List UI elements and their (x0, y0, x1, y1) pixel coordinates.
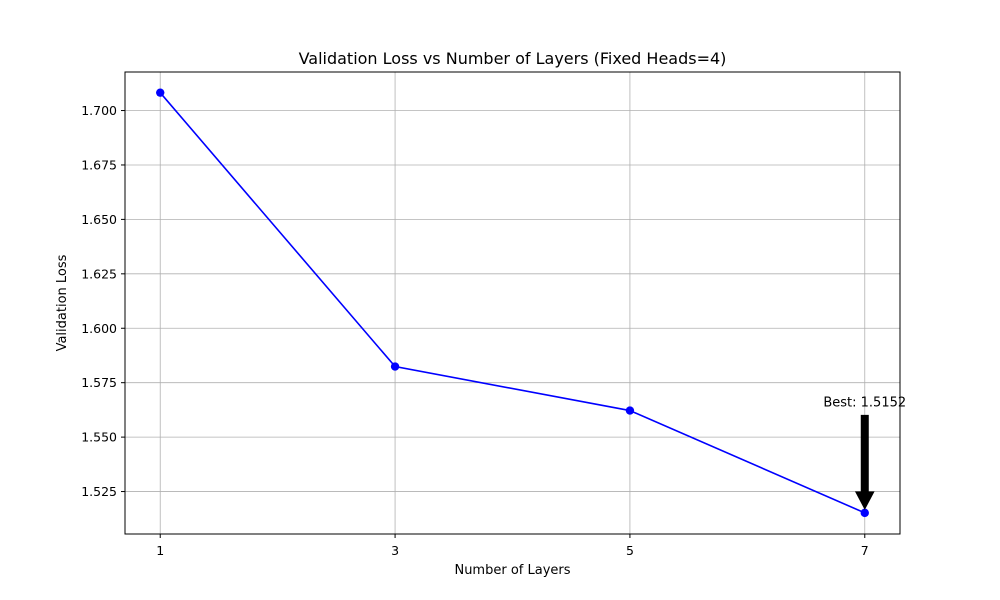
data-point (390, 362, 400, 371)
x-tick-label: 1 (156, 543, 164, 558)
y-axis-label: Validation Loss (55, 254, 70, 351)
data-point (156, 88, 165, 97)
x-tick-label: 3 (391, 543, 399, 558)
x-axis-label: Number of Layers (454, 563, 570, 578)
y-tick-label: 1.650 (81, 212, 117, 227)
axis-ticks: 1 3 5 7 1.525 1.550 1.575 1.600 1.625 1.650 1.675 1… (81, 103, 869, 558)
chart-title: Validation Loss vs Number of Layers (Fix… (299, 49, 727, 68)
y-tick-label: 1.700 (81, 103, 117, 118)
x-tick-label: 5 (626, 543, 634, 558)
plot-frame (124, 71, 901, 535)
y-tick-label: 1.600 (81, 321, 117, 336)
y-tick-label: 1.525 (81, 484, 117, 499)
data-point (860, 508, 869, 518)
best-arrow (854, 414, 875, 510)
x-tick-label: 7 (861, 543, 869, 558)
y-tick-label: 1.675 (81, 157, 117, 172)
y-tick-label: 1.550 (81, 430, 117, 445)
series (156, 88, 869, 518)
annotations: Best: 1.5152 (823, 396, 906, 510)
y-tick-label: 1.575 (81, 375, 117, 390)
y-tick-label: 1.625 (81, 266, 117, 281)
best-annotation-label: Best: 1.5152 (823, 396, 906, 411)
data-point (625, 406, 635, 415)
grid (125, 72, 900, 534)
series-line (159, 92, 866, 514)
